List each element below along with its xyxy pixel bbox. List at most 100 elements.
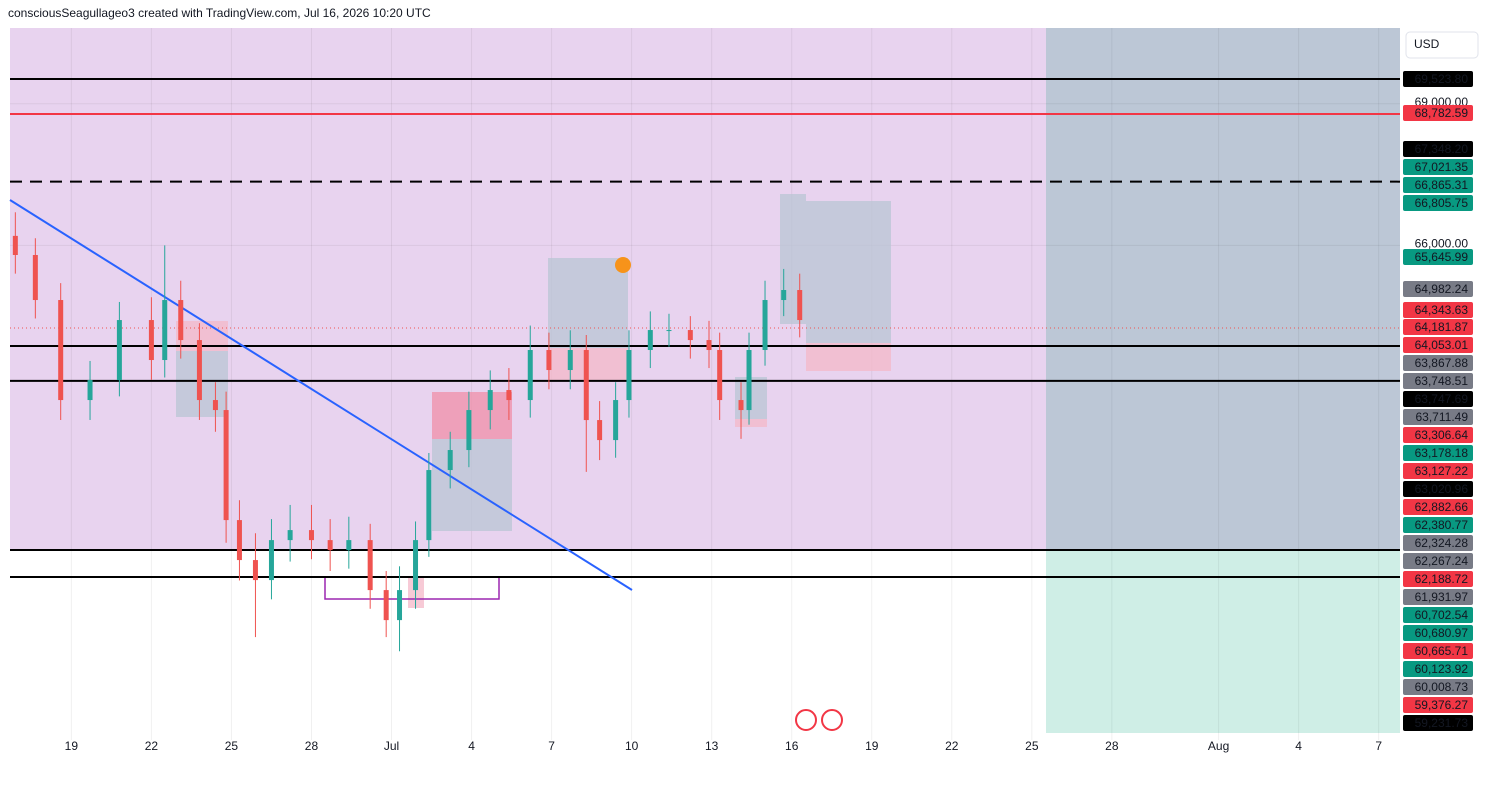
- candle-body: [223, 410, 229, 521]
- price-label: 64,181.87: [1415, 320, 1469, 334]
- candle-body: [487, 390, 493, 411]
- box: [735, 419, 767, 427]
- price-label: 62,267.24: [1415, 554, 1469, 568]
- price-label: 67,348.20: [1415, 142, 1469, 156]
- price-label-box: [1403, 177, 1473, 193]
- price-label: 63,867.88: [1415, 356, 1469, 370]
- price-label: 63,711.49: [1416, 410, 1469, 424]
- x-tick-label: 22: [945, 739, 959, 753]
- currency-button[interactable]: [1405, 31, 1479, 59]
- x-tick-label: 19: [865, 739, 879, 753]
- price-label-box: [1403, 625, 1473, 641]
- candle-body: [148, 320, 154, 361]
- candle-body: [687, 330, 693, 341]
- price-label-box: [1403, 499, 1473, 515]
- price-label-box: [1403, 195, 1473, 211]
- price-label-box: [1403, 535, 1473, 551]
- box: [548, 258, 628, 348]
- price-label-box: [1403, 463, 1473, 479]
- price-label: 68,782.59: [1415, 106, 1469, 120]
- price-label-box: [1403, 141, 1473, 157]
- x-tick-label: 25: [225, 739, 239, 753]
- price-label-box: [1403, 409, 1473, 425]
- candle-body: [738, 400, 744, 411]
- price-label-box: [1403, 697, 1473, 713]
- candle-body: [383, 590, 389, 621]
- price-label-box: [1403, 159, 1473, 175]
- price-label-box: [1403, 715, 1473, 731]
- currency[interactable]: USD: [1414, 37, 1440, 51]
- price-label-box: [1403, 71, 1473, 87]
- candle-body: [252, 560, 258, 581]
- price-label-box: [1403, 249, 1473, 265]
- chart-title: consciousSeagullageo3 created with Tradi…: [8, 6, 431, 20]
- price-label: 60,008.73: [1415, 680, 1469, 694]
- candle-body: [116, 320, 122, 381]
- event-icon: [615, 257, 631, 273]
- price-label: 60,680.97: [1415, 626, 1469, 640]
- price-label-box: [1403, 571, 1473, 587]
- candle-body: [178, 300, 184, 341]
- price-label: 65,645.99: [1415, 250, 1469, 264]
- price-label-box: [1403, 553, 1473, 569]
- price-label: 63,306.64: [1415, 428, 1469, 442]
- x-tick-label: 19: [65, 739, 79, 753]
- candle-body: [447, 450, 453, 471]
- box: [432, 439, 512, 531]
- x-tick-label: Jul: [384, 739, 399, 753]
- price-label: 63,748.51: [1415, 374, 1469, 388]
- x-tick-label: 13: [705, 739, 719, 753]
- candle-body: [397, 590, 403, 621]
- candle-body: [236, 520, 242, 561]
- price-label: 63,747.69: [1415, 392, 1469, 406]
- candle-body: [162, 300, 168, 361]
- price-label: 59,376.27: [1415, 698, 1469, 712]
- price-label: 63,020.96: [1415, 482, 1469, 496]
- price-label: 60,665.71: [1415, 644, 1469, 658]
- event-icon[interactable]: [821, 709, 843, 731]
- price-label: 66,805.75: [1415, 196, 1469, 210]
- candle-body: [58, 300, 64, 401]
- price-label: 60,702.54: [1415, 608, 1469, 622]
- price-label: 69,523.80: [1415, 72, 1469, 86]
- candles: [12, 212, 803, 652]
- box: [432, 392, 512, 439]
- price-label: 62,324.28: [1415, 536, 1469, 550]
- box: [806, 343, 891, 371]
- candle-body: [308, 530, 314, 541]
- candle-body: [626, 350, 632, 401]
- x-tick-label: 7: [548, 739, 555, 753]
- candle-body: [746, 350, 752, 411]
- price-label: 66,865.31: [1415, 178, 1469, 192]
- x-tick-label: 4: [1295, 739, 1302, 753]
- box: [176, 351, 228, 417]
- candle-body: [546, 350, 552, 371]
- x-tick-label: 10: [625, 739, 639, 753]
- x-tick-label: 16: [785, 739, 799, 753]
- candle-body: [706, 340, 712, 351]
- candle-body: [32, 254, 38, 301]
- candle-body: [196, 340, 202, 401]
- price-label-box: [1403, 481, 1473, 497]
- candle-body: [426, 470, 432, 541]
- trend-line: [9, 199, 633, 591]
- axes: 19 22 25 28 Jul 4 7 10 13 16 19 22 25 28 Aug 4 769,000.0…: [65, 71, 1473, 753]
- event-icon[interactable]: [795, 709, 817, 731]
- candle-body: [87, 380, 93, 401]
- candle-body: [506, 390, 512, 401]
- candle-body: [781, 290, 787, 301]
- price-label-box: [1403, 607, 1473, 623]
- price-label-box: [1403, 373, 1473, 389]
- candle-body: [413, 540, 419, 591]
- box: [806, 201, 891, 343]
- candle-body: [327, 540, 333, 551]
- x-tick-label: Aug: [1208, 739, 1229, 753]
- candle-body: [212, 400, 218, 411]
- price-label-box: [1403, 589, 1473, 605]
- candle-body: [762, 300, 768, 351]
- price-label-box: [1403, 661, 1473, 677]
- price-label: 64,053.01: [1415, 338, 1469, 352]
- candle-body: [527, 350, 533, 401]
